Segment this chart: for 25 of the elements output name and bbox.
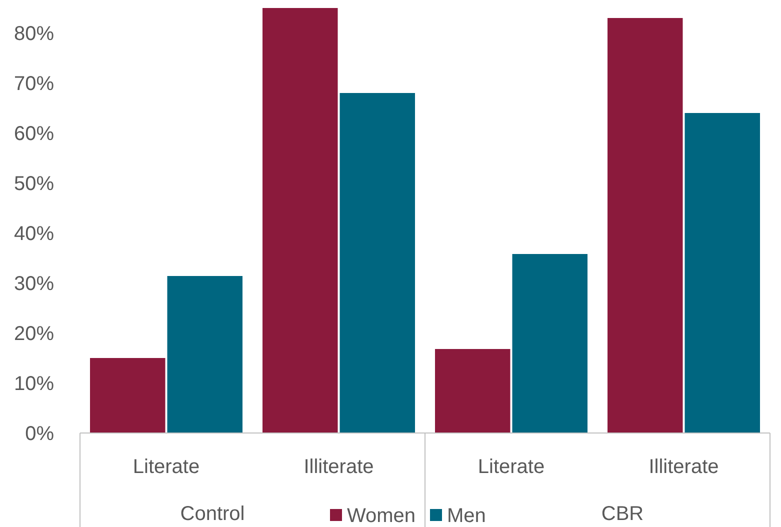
bar: [608, 18, 683, 433]
bar: [262, 8, 338, 433]
text: Control: [180, 503, 245, 525]
y-tick-label: 40%: [14, 223, 54, 245]
y-tick-label: 10%: [14, 373, 54, 395]
y-tick-label: 80%: [14, 23, 54, 45]
x-tick-label: Literate: [132, 456, 200, 478]
y-tick-label: 60%: [14, 123, 54, 145]
bar: [684, 113, 760, 433]
bar: [90, 358, 166, 433]
y-tick-label: 70%: [14, 73, 54, 95]
y-tick-label: 20%: [14, 323, 54, 345]
x-tick-label: Literate: [478, 456, 545, 478]
y-tick-label: 0%: [25, 423, 54, 445]
y-tick-label: 50%: [14, 173, 54, 195]
x-tick-label: Illiterate: [304, 456, 374, 478]
bar: [167, 276, 242, 433]
bar: [340, 93, 415, 433]
legend-label: Women: [347, 505, 416, 527]
bar: [435, 349, 510, 433]
bar: [512, 254, 588, 433]
text: CBR: [601, 503, 644, 525]
legend-label: Men: [447, 505, 486, 527]
y-tick-label: 30%: [14, 273, 54, 295]
x-tick-label: Illiterate: [648, 456, 719, 478]
